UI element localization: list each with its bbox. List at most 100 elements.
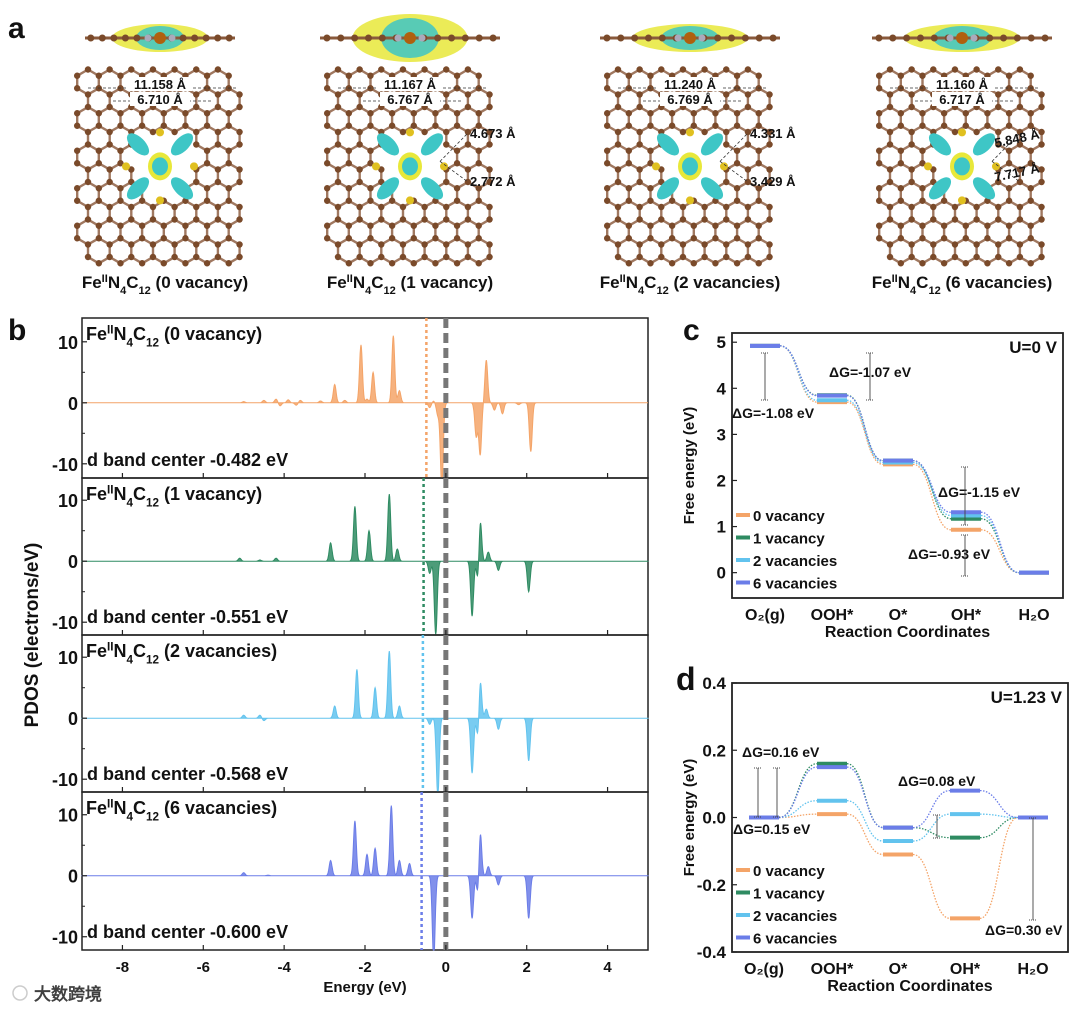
carbon-atom bbox=[614, 178, 622, 186]
carbon-atom bbox=[84, 253, 92, 261]
carbon-atom bbox=[1041, 34, 1049, 42]
y-tick-label: 0 bbox=[68, 867, 78, 887]
formula-part: Fe bbox=[600, 273, 620, 292]
connector-line bbox=[912, 789, 951, 829]
carbon-atom bbox=[1005, 235, 1013, 242]
carbon-atom bbox=[367, 160, 374, 167]
carbon-atom bbox=[755, 185, 762, 192]
carbon-atom bbox=[755, 34, 763, 42]
carbon-atom bbox=[908, 216, 915, 223]
carbon-atom bbox=[193, 103, 200, 111]
carbon-atom bbox=[149, 216, 157, 223]
carbon-atom bbox=[378, 253, 385, 261]
carbon-atom bbox=[930, 253, 937, 261]
carbon-atom bbox=[1027, 147, 1034, 154]
carbon-atom bbox=[225, 160, 232, 167]
carbon-atom bbox=[625, 122, 633, 129]
carbon-atom bbox=[744, 103, 752, 111]
panel-label-b: b bbox=[8, 314, 26, 347]
carbon-atom bbox=[225, 197, 232, 204]
nitrogen-atom bbox=[372, 162, 380, 171]
connector-line bbox=[979, 813, 1019, 819]
carbon-atom bbox=[486, 241, 493, 248]
nitrogen-atom bbox=[958, 196, 966, 205]
carbon-atom bbox=[443, 203, 450, 211]
formula-part: II bbox=[107, 484, 114, 497]
structure-3: 11.160 Å6.717 Å5.848 Å7.717 Å bbox=[872, 24, 1052, 267]
carbon-atom bbox=[225, 72, 232, 79]
carbon-atom bbox=[603, 185, 611, 192]
carbon-atom bbox=[421, 66, 428, 73]
carbon-atom bbox=[149, 66, 157, 73]
carbon-atom bbox=[986, 34, 994, 42]
carbon-atom bbox=[73, 85, 81, 92]
carbon-atom bbox=[995, 128, 1002, 136]
carbon-atom bbox=[647, 197, 654, 204]
charge-depletion-isosurface bbox=[126, 177, 150, 200]
charge-depletion-isosurface bbox=[126, 133, 150, 156]
carbon-atom bbox=[323, 185, 331, 192]
carbon-atom bbox=[323, 122, 331, 129]
y-tick-label: 0.4 bbox=[702, 674, 726, 693]
potential-label: U=0 V bbox=[1009, 338, 1057, 357]
carbon-atom bbox=[128, 166, 135, 173]
carbon-atom bbox=[117, 197, 124, 204]
label-bg bbox=[380, 92, 440, 106]
carbon-atom bbox=[149, 128, 157, 136]
carbon-atom bbox=[919, 122, 926, 129]
side-view bbox=[320, 14, 500, 62]
carbon-atom bbox=[766, 103, 773, 111]
carbon-atom bbox=[658, 166, 665, 173]
carbon-atom bbox=[345, 72, 353, 79]
carbon-atom bbox=[334, 203, 342, 211]
formula-part: C bbox=[133, 484, 146, 504]
carbon-atom bbox=[84, 128, 92, 136]
nitrogen-atom bbox=[418, 34, 426, 42]
carbon-atom bbox=[962, 122, 969, 129]
carbon-atom bbox=[744, 91, 752, 98]
carbon-atom bbox=[432, 122, 439, 129]
carbon-atom bbox=[875, 197, 883, 204]
carbon-atom bbox=[733, 185, 741, 192]
x-tick-label: OH* bbox=[950, 961, 981, 978]
carbon-atom bbox=[214, 103, 222, 111]
nitrogen-atom bbox=[924, 162, 932, 171]
y-tick-label: -0.2 bbox=[697, 876, 726, 895]
carbon-atom bbox=[995, 66, 1002, 73]
carbon-atom bbox=[106, 66, 113, 73]
carbon-atom bbox=[356, 253, 363, 261]
formula-part: C bbox=[133, 641, 146, 661]
carbon-atom bbox=[603, 34, 611, 42]
carbon-atom bbox=[193, 253, 200, 261]
carbon-atom bbox=[1038, 216, 1045, 223]
carbon-atom bbox=[658, 203, 665, 211]
carbon-atom bbox=[962, 235, 969, 242]
side-view bbox=[872, 24, 1052, 52]
carbon-atom bbox=[1038, 166, 1045, 173]
carbon-atom bbox=[378, 34, 386, 42]
carbon-atom bbox=[1005, 122, 1013, 129]
carbon-atom bbox=[1005, 160, 1013, 167]
carbon-atom bbox=[733, 260, 741, 267]
carbon-atom bbox=[203, 122, 211, 129]
carbon-atom bbox=[973, 128, 980, 136]
carbon-atom bbox=[908, 141, 915, 148]
carbon-atom bbox=[625, 147, 633, 154]
carbon-atom bbox=[908, 178, 915, 186]
carbon-atom bbox=[193, 66, 200, 73]
carbon-atom bbox=[106, 241, 113, 248]
carbon-atom bbox=[345, 147, 353, 154]
carbon-atom bbox=[345, 222, 353, 229]
carbon-atom bbox=[95, 197, 103, 204]
carbon-atom bbox=[193, 128, 200, 136]
carbon-atom bbox=[128, 253, 135, 261]
delta-g-annotation: ΔG=-1.15 eV bbox=[938, 484, 1021, 500]
carbon-atom bbox=[399, 66, 407, 73]
carbon-atom bbox=[658, 253, 665, 261]
carbon-atom bbox=[603, 85, 611, 92]
formula-part: N bbox=[898, 273, 910, 292]
y-tick-label: 2 bbox=[717, 471, 726, 490]
carbon-atom bbox=[690, 235, 697, 242]
formula-part: 12 bbox=[146, 496, 160, 509]
carbon-atom bbox=[875, 110, 883, 117]
